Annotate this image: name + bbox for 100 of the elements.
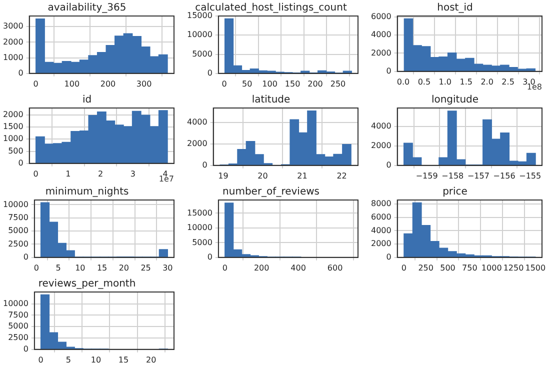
chart-title: latitude xyxy=(252,94,290,106)
x-tick-label: 0 xyxy=(38,355,44,364)
y-tick-label: 0 xyxy=(386,252,392,262)
x-tick-label: 750 xyxy=(462,263,478,272)
x-tick-label: 200 xyxy=(308,79,323,88)
chart-title: reviews_per_month xyxy=(38,278,136,290)
y-tick-label: 0 xyxy=(202,160,208,170)
x-tick-label: 3.0 xyxy=(522,77,536,86)
x-tick-label: −158 xyxy=(442,171,464,180)
y-tick-label: 0 xyxy=(23,344,28,354)
y-tick-label: 10000 xyxy=(186,30,212,40)
x-tick-label: 300 xyxy=(136,79,152,88)
x-tick-label: 400 xyxy=(290,263,306,272)
y-tick-label: 1000 xyxy=(3,52,24,62)
chart-title: host_id xyxy=(437,2,473,14)
x-tick-label: −156 xyxy=(493,171,516,180)
y-tick-label: 0 xyxy=(207,252,212,262)
x-tick-label: 100 xyxy=(64,79,80,88)
y-tick-label: 6000 xyxy=(371,212,392,222)
y-tick-label: 3000 xyxy=(3,22,24,31)
x-tick-label: 2 xyxy=(98,169,104,178)
y-tick-label: 0 xyxy=(386,160,392,170)
x-tick-label: 250 xyxy=(330,79,346,88)
x-tick-label: 3 xyxy=(130,169,136,178)
x-tick-label: 1.0 xyxy=(438,77,452,86)
chart-title: longitude xyxy=(431,94,479,106)
x-tick-label: −159 xyxy=(416,171,438,180)
y-tick-label: 2000 xyxy=(371,48,392,58)
x-tick-label: 0 xyxy=(33,169,38,178)
x-tick-label: 0 xyxy=(222,263,228,272)
x-tick-label: 1.5 xyxy=(460,77,472,86)
x-tick-label: 600 xyxy=(327,263,343,272)
y-tick-label: 15000 xyxy=(186,11,212,20)
x-tick-label: −157 xyxy=(467,171,490,180)
y-tick-label: 0 xyxy=(18,68,24,78)
y-tick-label: 10000 xyxy=(2,298,28,308)
chart-title: availability_365 xyxy=(48,2,126,14)
x-tick-label: 10 xyxy=(90,355,102,364)
x-tick-label: 15 xyxy=(118,355,129,364)
x-tick-label: 0.5 xyxy=(418,77,431,86)
y-tick-label: 4000 xyxy=(371,226,392,235)
x-tick-label: 1500 xyxy=(525,263,546,272)
y-tick-label: 4000 xyxy=(371,30,392,40)
y-tick-label: 10000 xyxy=(186,223,212,232)
x-tick-label: 2.5 xyxy=(502,77,514,86)
x-tick-label: 19 xyxy=(218,171,228,180)
y-tick-label: 1000 xyxy=(3,134,24,144)
y-tick-label: 5000 xyxy=(192,238,212,247)
x-tick-label: 2.0 xyxy=(480,77,494,86)
x-tick-label: 0 xyxy=(33,79,38,88)
y-tick-label: 0 xyxy=(207,68,212,78)
x-tick-label: 15 xyxy=(96,263,108,272)
x-tick-label: 1250 xyxy=(503,263,524,272)
y-tick-label: 5000 xyxy=(8,322,28,331)
x-tick-label: 30 xyxy=(162,263,173,272)
y-tick-label: 4000 xyxy=(371,122,392,131)
y-tick-label: 6000 xyxy=(371,12,392,21)
y-tick-label: 10000 xyxy=(2,200,28,209)
y-tick-label: 7500 xyxy=(8,310,28,320)
x-tick-label: 200 xyxy=(100,79,116,88)
x-tick-label: 10 xyxy=(75,263,86,272)
y-tick-label: 2000 xyxy=(187,139,208,148)
x-tick-label: 20 xyxy=(118,263,130,272)
x-tick-label: −155 xyxy=(519,171,542,180)
x-tick-label: 250 xyxy=(418,263,434,272)
y-tick-label: 2000 xyxy=(3,37,24,46)
x-tick-label: 25 xyxy=(140,263,151,272)
x-tick-label: 0 xyxy=(222,79,227,88)
y-tick-label: 15000 xyxy=(186,208,212,218)
y-tick-label: 4000 xyxy=(187,118,208,127)
y-tick-label: 8000 xyxy=(371,199,392,208)
x-tick-label: 5 xyxy=(66,355,71,364)
y-tick-label: 0 xyxy=(18,158,24,168)
y-tick-label: 0 xyxy=(23,252,28,262)
y-tick-label: 2000 xyxy=(371,141,392,150)
x-tick-label: 22 xyxy=(336,171,347,180)
x-tick-label: 150 xyxy=(284,79,300,88)
y-tick-label: 1500 xyxy=(3,122,24,132)
x-tick-label: 0.0 xyxy=(396,77,410,86)
y-tick-label: 500 xyxy=(8,146,24,156)
x-tick-label: 21 xyxy=(297,171,308,180)
chart-title: number_of_reviews xyxy=(222,186,320,198)
chart-title: id xyxy=(82,94,92,106)
x-tick-label: 1 xyxy=(66,169,71,178)
x-tick-label: 1000 xyxy=(481,263,502,272)
x-tick-label: 500 xyxy=(440,263,456,272)
x-tick-label: 0 xyxy=(401,263,406,272)
y-tick-label: 0 xyxy=(386,66,392,76)
y-tick-label: 7500 xyxy=(8,212,28,222)
chart-title: minimum_nights xyxy=(45,186,129,198)
y-tick-label: 2500 xyxy=(8,333,28,342)
y-tick-label: 2000 xyxy=(3,110,24,119)
y-tick-label: 2000 xyxy=(371,239,392,248)
y-tick-label: 5000 xyxy=(192,49,212,58)
x-tick-label: 50 xyxy=(242,79,252,88)
y-tick-label: 5000 xyxy=(8,226,28,236)
x-tick-label: 0 xyxy=(34,263,39,272)
x-tick-label: 5 xyxy=(56,263,61,272)
x-tick-label: 200 xyxy=(254,263,270,272)
x-tick-label: 20 xyxy=(258,171,268,180)
